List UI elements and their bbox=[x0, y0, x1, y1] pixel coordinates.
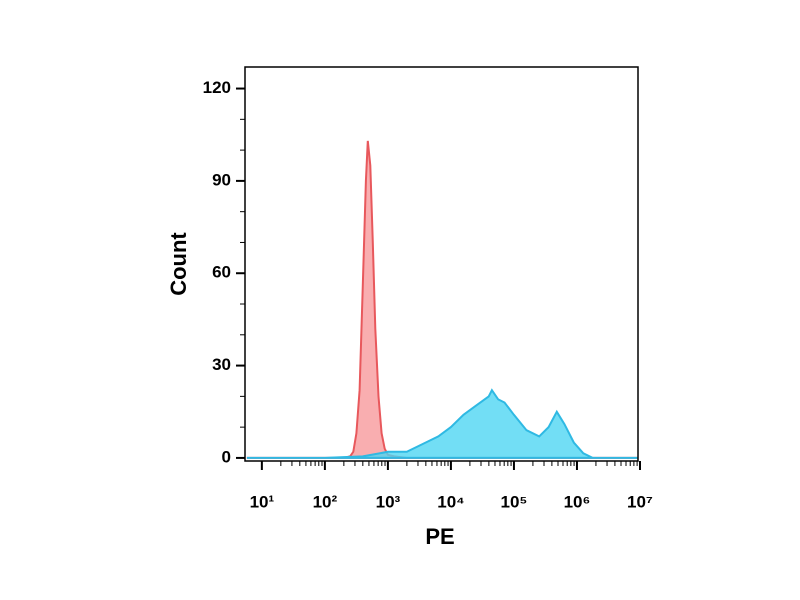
histogram-area bbox=[246, 140, 639, 459]
x-axis-label: PE bbox=[425, 524, 454, 549]
y-tick-label: 30 bbox=[212, 355, 231, 374]
plot-frame bbox=[244, 66, 639, 462]
x-tick-label: 10¹ bbox=[250, 492, 275, 511]
x-tick-label: 10⁴ bbox=[437, 492, 464, 511]
y-tick-label: 60 bbox=[212, 263, 231, 282]
y-tick-label: 120 bbox=[203, 78, 231, 97]
x-tick-label: 10⁶ bbox=[564, 492, 591, 511]
x-tick-label: 10⁵ bbox=[500, 492, 527, 511]
histogram-area bbox=[246, 388, 639, 459]
y-axis-label: Count bbox=[166, 232, 191, 296]
x-tick-label: 10² bbox=[313, 492, 338, 511]
x-tick-label: 10⁷ bbox=[627, 492, 653, 511]
x-tick-label: 10³ bbox=[376, 492, 401, 511]
y-tick-label: 0 bbox=[222, 447, 231, 466]
y-tick-label: 90 bbox=[212, 170, 231, 189]
